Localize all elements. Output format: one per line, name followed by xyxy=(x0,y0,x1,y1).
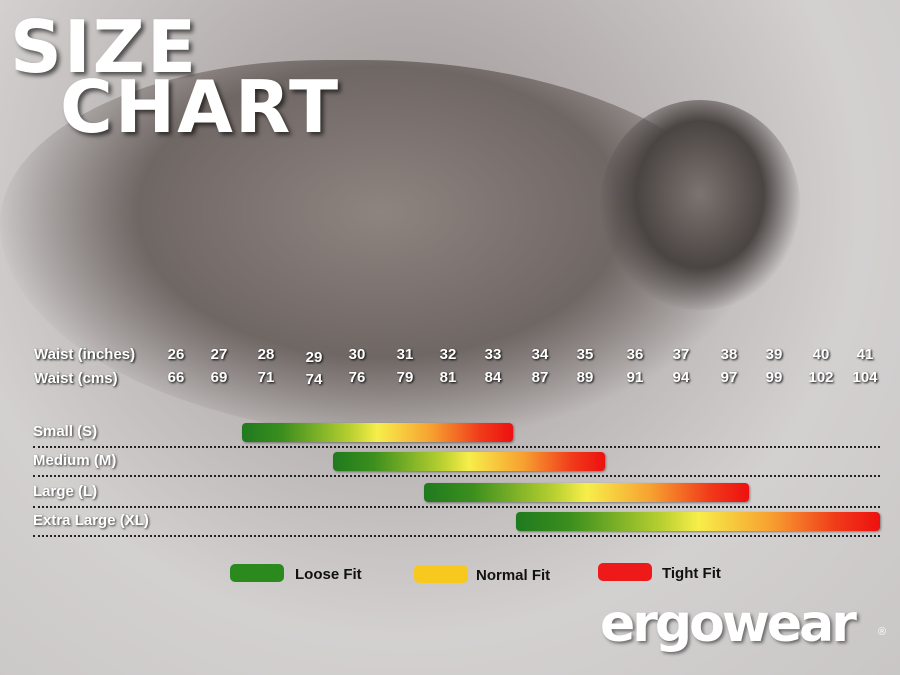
tick-cms: 84 xyxy=(484,369,502,386)
tick-cms: 69 xyxy=(210,369,228,386)
tick-cms: 81 xyxy=(439,369,457,386)
legend-label: Loose Fit xyxy=(295,566,362,583)
size-range-bar xyxy=(424,483,749,502)
tick-inches: 30 xyxy=(348,346,366,363)
tick-cms: 71 xyxy=(257,369,275,386)
tick-inches: 36 xyxy=(626,346,644,363)
tick-inches: 27 xyxy=(210,346,228,363)
legend-swatch xyxy=(414,565,468,583)
tick-inches: 34 xyxy=(531,346,549,363)
tick-cms: 102 xyxy=(808,369,834,386)
waist-cms-label: Waist (cms) xyxy=(34,370,118,387)
tick-cms: 99 xyxy=(765,369,783,386)
tick-inches: 40 xyxy=(812,346,830,363)
legend-swatch xyxy=(230,564,284,582)
tick-inches: 26 xyxy=(167,346,185,363)
legend-swatch xyxy=(598,563,652,581)
size-range-bar xyxy=(242,423,513,442)
tick-cms: 97 xyxy=(720,369,738,386)
tick-cms: 79 xyxy=(396,369,414,386)
tick-inches: 41 xyxy=(856,346,874,363)
row-divider xyxy=(33,475,880,477)
tick-inches: 39 xyxy=(765,346,783,363)
size-label: Extra Large (XL) xyxy=(33,512,149,529)
tick-cms: 76 xyxy=(348,369,366,386)
size-range-bar xyxy=(516,512,880,531)
size-label: Large (L) xyxy=(33,483,98,500)
tick-inches: 35 xyxy=(576,346,594,363)
tick-inches: 32 xyxy=(439,346,457,363)
tick-cms: 91 xyxy=(626,369,644,386)
waist-inches-label: Waist (inches) xyxy=(34,346,136,363)
ergowear-logo: ergowear xyxy=(600,594,857,654)
tick-cms: 104 xyxy=(852,369,878,386)
registered-mark: ® xyxy=(878,626,887,638)
tick-inches: 28 xyxy=(257,346,275,363)
tick-inches: 38 xyxy=(720,346,738,363)
tick-cms: 66 xyxy=(167,369,185,386)
legend-label: Tight Fit xyxy=(662,565,721,582)
tick-cms: 74 xyxy=(305,371,323,388)
tick-inches: 37 xyxy=(672,346,690,363)
size-label: Small (S) xyxy=(33,423,98,440)
legend-label: Normal Fit xyxy=(476,567,551,584)
size-range-bar xyxy=(333,452,605,471)
tick-cms: 94 xyxy=(672,369,690,386)
size-label: Medium (M) xyxy=(33,452,117,469)
tick-inches: 31 xyxy=(396,346,414,363)
title-line-2: CHART xyxy=(60,65,341,149)
title-line-1: SIZE xyxy=(10,5,199,89)
row-divider xyxy=(33,446,880,448)
tick-cms: 89 xyxy=(576,369,594,386)
tick-cms: 87 xyxy=(531,369,549,386)
tick-inches: 33 xyxy=(484,346,502,363)
tick-inches: 29 xyxy=(305,349,323,366)
model-photo-head xyxy=(600,100,800,310)
row-divider xyxy=(33,535,880,537)
row-divider xyxy=(33,506,880,508)
